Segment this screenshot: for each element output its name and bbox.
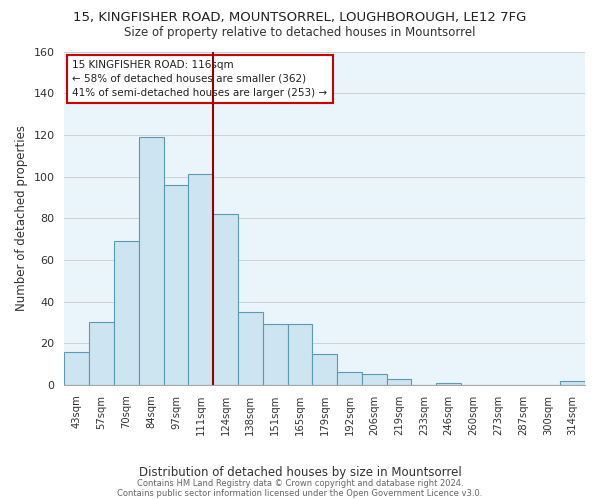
Bar [386, 378, 412, 385]
Bar [89, 322, 114, 385]
Text: Contains HM Land Registry data © Crown copyright and database right 2024.: Contains HM Land Registry data © Crown c… [137, 479, 463, 488]
Text: Distribution of detached houses by size in Mountsorrel: Distribution of detached houses by size … [139, 466, 461, 479]
Bar [238, 312, 263, 385]
Text: 15 KINGFISHER ROAD: 116sqm
← 58% of detached houses are smaller (362)
41% of sem: 15 KINGFISHER ROAD: 116sqm ← 58% of deta… [72, 60, 328, 98]
Bar [337, 372, 362, 385]
Bar [560, 380, 585, 385]
Bar [263, 324, 287, 385]
Text: 15, KINGFISHER ROAD, MOUNTSORREL, LOUGHBOROUGH, LE12 7FG: 15, KINGFISHER ROAD, MOUNTSORREL, LOUGHB… [73, 12, 527, 24]
Text: Size of property relative to detached houses in Mountsorrel: Size of property relative to detached ho… [124, 26, 476, 39]
Bar [188, 174, 213, 385]
Bar [164, 185, 188, 385]
Y-axis label: Number of detached properties: Number of detached properties [15, 125, 28, 311]
Bar [114, 241, 139, 385]
Bar [64, 352, 89, 385]
Text: Contains public sector information licensed under the Open Government Licence v3: Contains public sector information licen… [118, 489, 482, 498]
Bar [139, 137, 164, 385]
Bar [287, 324, 313, 385]
Bar [436, 383, 461, 385]
Bar [362, 374, 386, 385]
Bar [213, 214, 238, 385]
Bar [313, 354, 337, 385]
